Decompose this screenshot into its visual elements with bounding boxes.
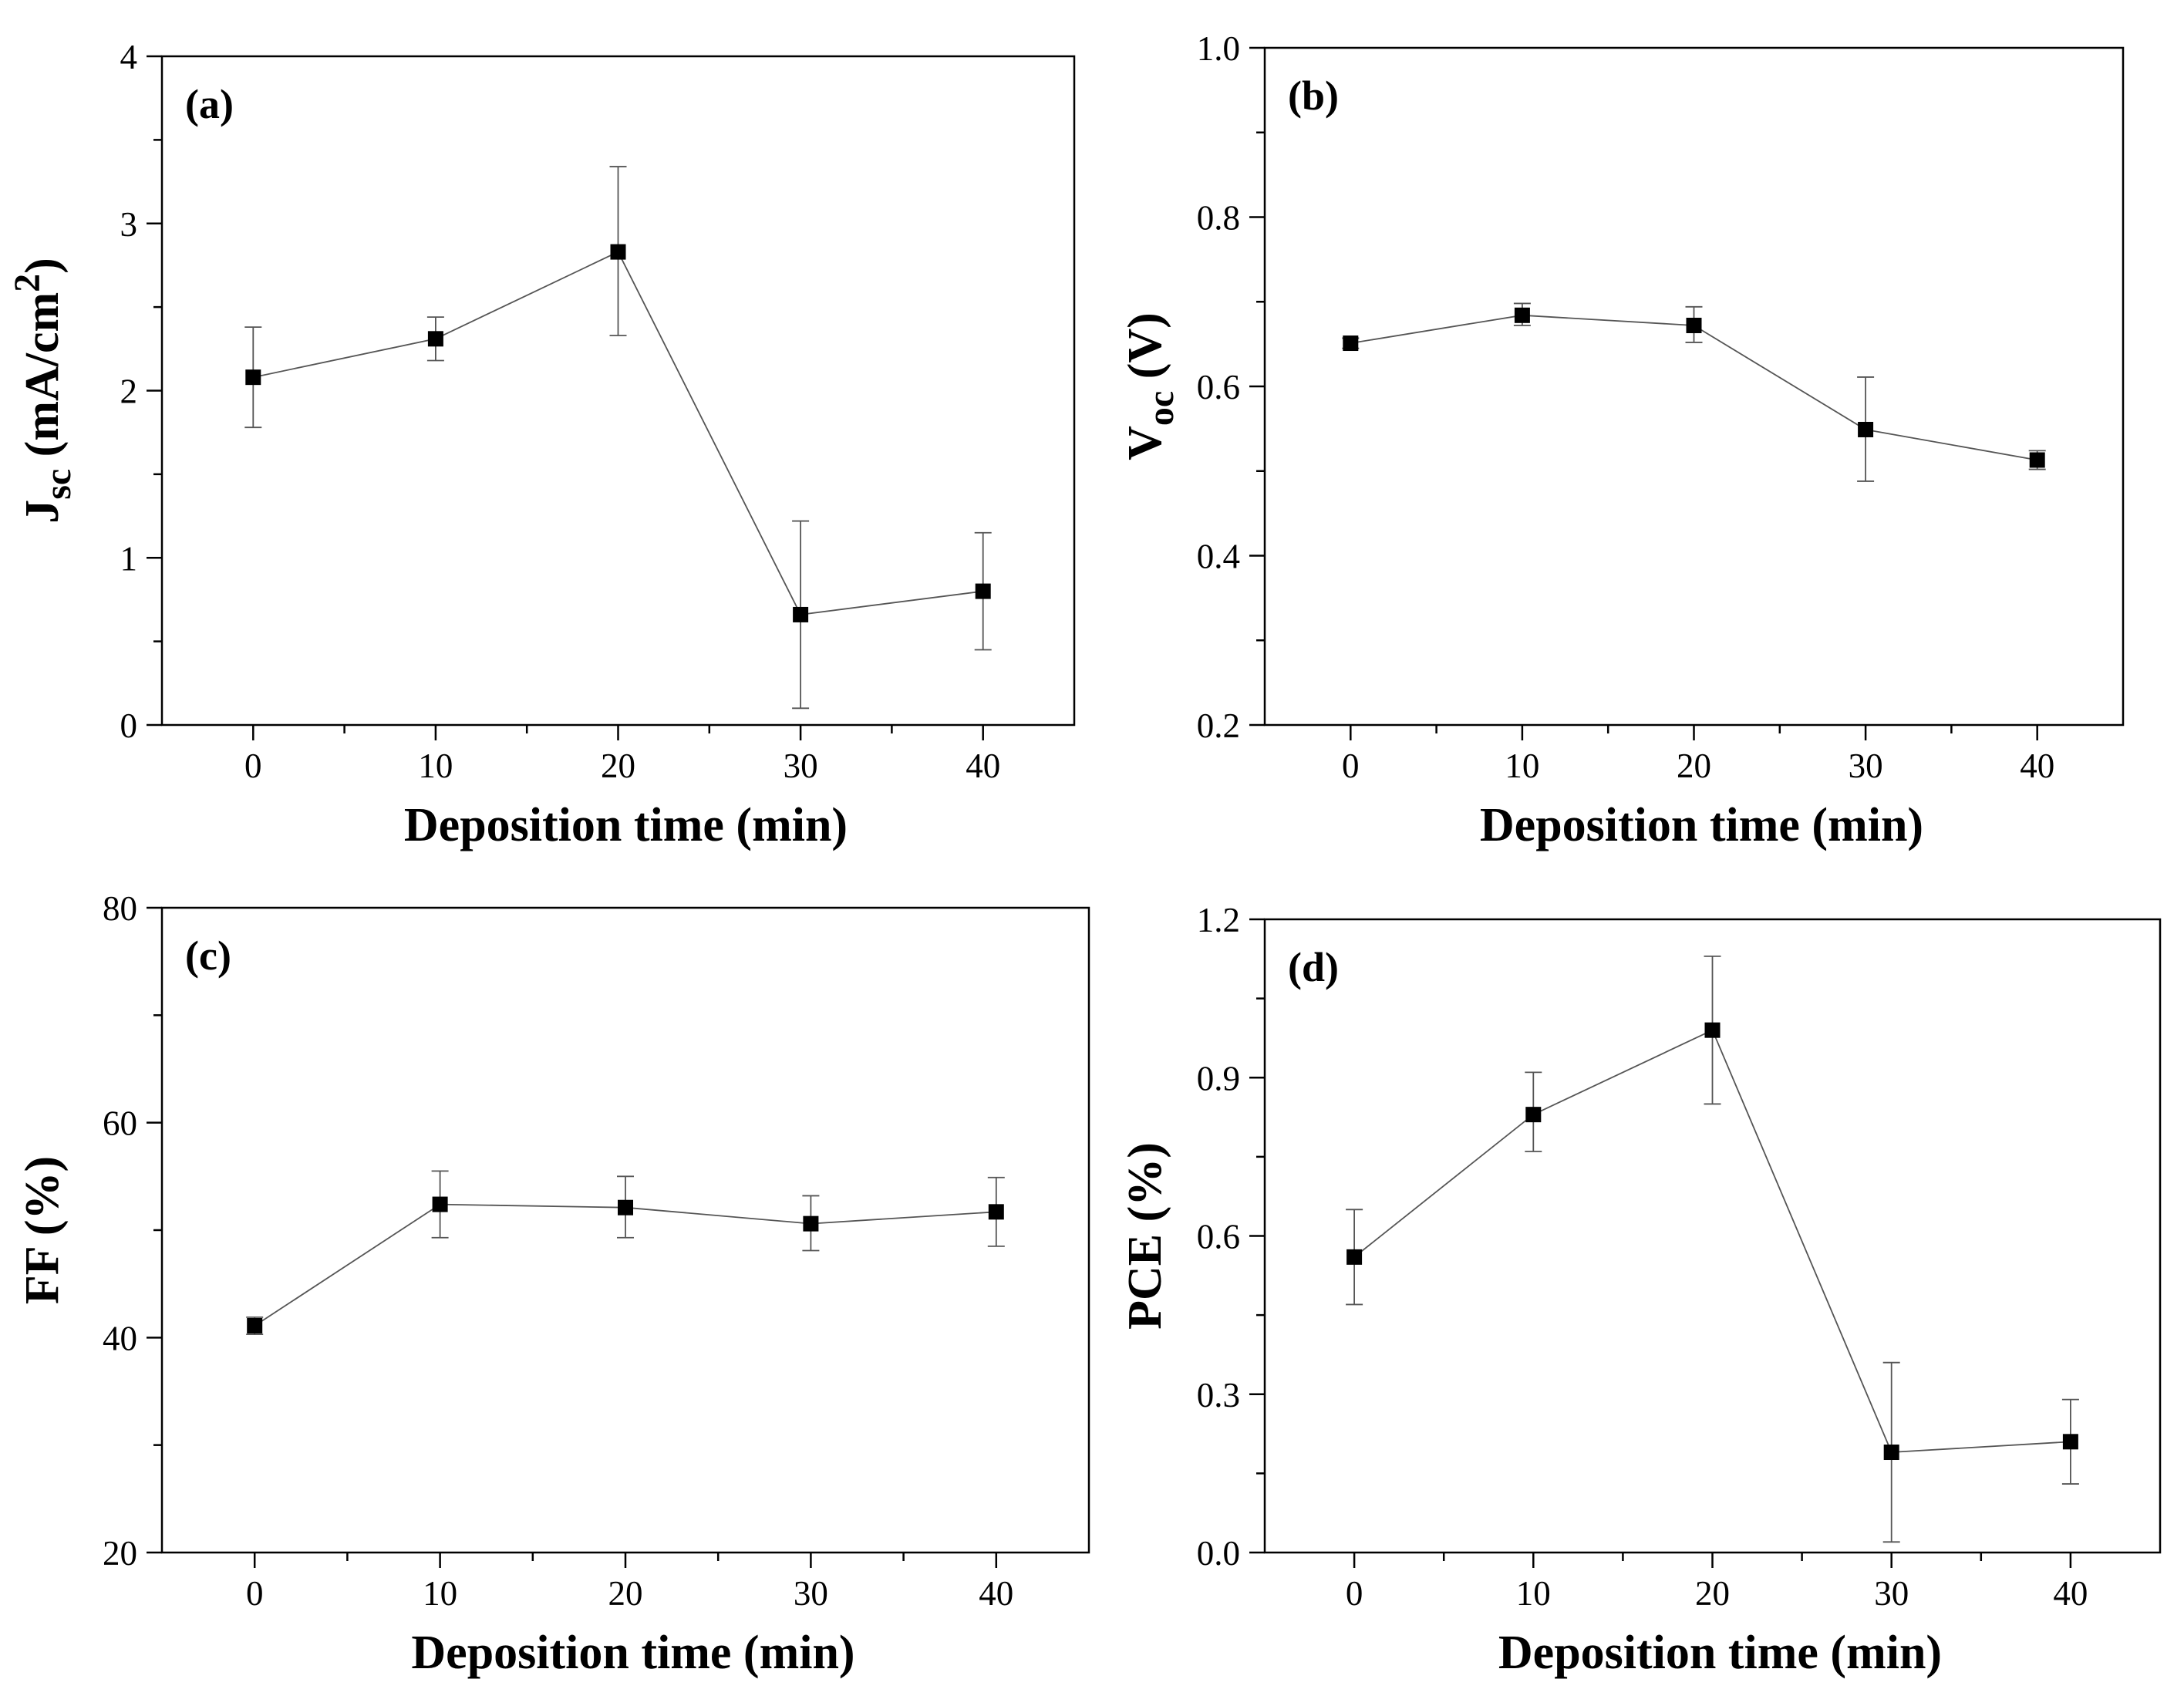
x-tick-label: 10 [423, 1574, 457, 1613]
x-tick-label: 30 [794, 1574, 828, 1613]
data-point [245, 369, 261, 386]
x-tick-label: 10 [1516, 1574, 1551, 1613]
panel-label: (b) [1288, 72, 1339, 119]
data-point [2029, 452, 2045, 468]
y-tick-label: 1.2 [1197, 901, 1240, 939]
y-tick-label: 1 [120, 539, 138, 578]
x-tick-label: 10 [418, 747, 453, 785]
data-point [2062, 1434, 2078, 1450]
data-point [1858, 421, 1874, 437]
plot-frame [160, 55, 1076, 727]
y-tick-label: 0.6 [1197, 368, 1240, 406]
y-tick-label: 3 [120, 205, 138, 244]
x-tick-label: 40 [2020, 747, 2054, 785]
y-tick-label: 0.9 [1197, 1059, 1240, 1097]
panel-label: (c) [185, 932, 231, 979]
x-axis-title: Deposition time (min) [404, 799, 848, 851]
data-point [247, 1318, 263, 1334]
data-point [427, 331, 443, 347]
data-point [1704, 1022, 1721, 1038]
y-tick-label: 0.0 [1197, 1534, 1240, 1573]
data-point [1346, 1249, 1363, 1265]
x-tick-label: 30 [1849, 747, 1883, 785]
data-point [1883, 1445, 1899, 1461]
x-tick-label: 0 [1342, 747, 1360, 785]
data-point [1525, 1107, 1542, 1123]
data-point [793, 606, 809, 622]
y-tick-label: 40 [103, 1319, 137, 1357]
x-tick-label: 30 [784, 747, 818, 785]
y-axis-title: Voc (V) [1119, 312, 1181, 460]
x-tick-label: 20 [601, 747, 635, 785]
y-tick-label: 0.6 [1197, 1218, 1240, 1256]
y-axis-title: FF (%) [16, 1156, 69, 1304]
x-tick-label: 30 [1874, 1574, 1909, 1613]
x-tick-label: 0 [246, 1574, 264, 1613]
x-tick-label: 40 [966, 747, 1000, 785]
x-tick-label: 40 [2053, 1574, 2088, 1613]
data-point [803, 1215, 819, 1232]
y-tick-label: 0.8 [1197, 199, 1240, 238]
y-tick-label: 2 [120, 373, 138, 411]
y-tick-label: 20 [103, 1534, 137, 1573]
x-tick-label: 20 [608, 1574, 643, 1613]
x-tick-label: 0 [1346, 1574, 1363, 1613]
y-tick-label: 0.3 [1197, 1376, 1240, 1414]
y-tick-label: 1.0 [1197, 29, 1240, 68]
y-tick-label: 0.4 [1197, 538, 1240, 576]
data-point [1686, 317, 1702, 333]
panel-a: 0 10 20 30 40 0 1 2 3 4 (a) Deposition time (min) Js… [7, 38, 1076, 851]
data-point [1514, 307, 1530, 323]
data-point [610, 244, 626, 260]
y-tick-label: 0.2 [1197, 706, 1240, 745]
panel-b: 0 10 20 30 40 0.2 0.4 0.6 0.8 1.0 (b) Deposition ti… [1119, 29, 2125, 851]
x-axis-title: Deposition time (min) [1480, 799, 1923, 851]
data-point [975, 583, 991, 599]
plot-frame [1263, 46, 2125, 727]
data-point [1343, 335, 1359, 352]
panel-label: (a) [185, 81, 234, 127]
y-tick-label: 80 [103, 889, 137, 928]
y-axis-title: Jsc (mA/cm2) [7, 258, 79, 524]
x-tick-label: 20 [1695, 1574, 1730, 1613]
x-axis-title: Deposition time (min) [411, 1627, 854, 1679]
panel-c: 0 10 20 30 40 20 40 60 80 (c) Deposition time (min… [16, 889, 1090, 1679]
y-axis-title: PCE (%) [1119, 1142, 1171, 1330]
panel-d: 0 10 20 30 40 0.0 0.3 0.6 0.9 1.2 (d) Deposition ti… [1119, 901, 2162, 1679]
x-axis-title: Deposition time (min) [1498, 1627, 1942, 1679]
y-tick-label: 60 [103, 1104, 137, 1143]
x-tick-label: 20 [1677, 747, 1711, 785]
x-tick-label: 10 [1505, 747, 1539, 785]
data-point [432, 1196, 448, 1212]
panel-label: (d) [1288, 944, 1339, 990]
x-tick-label: 0 [244, 747, 262, 785]
y-tick-label: 0 [120, 706, 138, 745]
data-point [618, 1199, 633, 1215]
y-tick-label: 4 [120, 38, 138, 76]
x-tick-label: 40 [979, 1574, 1013, 1613]
data-point [988, 1204, 1004, 1220]
